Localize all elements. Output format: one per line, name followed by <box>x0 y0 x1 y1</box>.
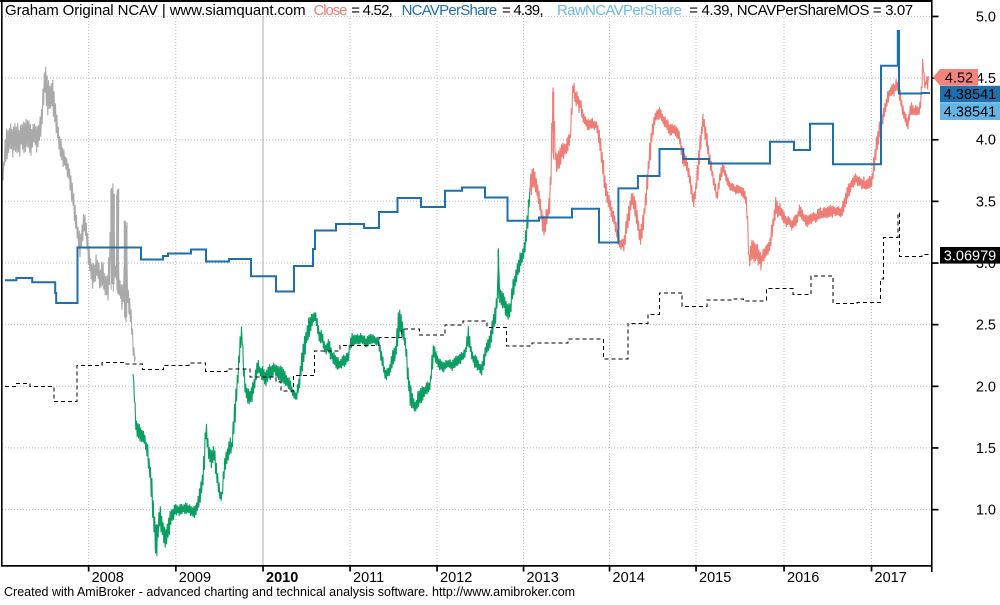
svg-text:= 4.39,: = 4.39, <box>502 2 543 19</box>
svg-text:3.06979: 3.06979 <box>944 248 996 264</box>
svg-text:2008: 2008 <box>92 570 124 586</box>
svg-text:NCAVPerShare: NCAVPerShare <box>402 2 497 19</box>
svg-text:= 4.39, NCAVPerShareMOS = 3.07: = 4.39, NCAVPerShareMOS = 3.07 <box>689 2 912 19</box>
svg-text:Graham Original NCAV | www.sia: Graham Original NCAV | www.siamquant.com <box>5 2 306 19</box>
svg-text:2015: 2015 <box>699 570 731 586</box>
svg-text:4.38541: 4.38541 <box>944 87 996 103</box>
svg-text:2012: 2012 <box>440 570 472 586</box>
svg-text:= 4.52,: = 4.52, <box>351 2 392 19</box>
svg-text:Close: Close <box>314 2 348 19</box>
svg-text:Created with AmiBroker - advan: Created with AmiBroker - advanced charti… <box>4 585 575 599</box>
svg-text:4.5: 4.5 <box>976 71 996 87</box>
svg-text:2.5: 2.5 <box>976 318 996 334</box>
svg-text:2.0: 2.0 <box>976 379 996 395</box>
svg-text:3.5: 3.5 <box>976 194 996 210</box>
svg-text:1.0: 1.0 <box>976 503 996 519</box>
svg-text:2016: 2016 <box>787 570 819 586</box>
svg-text:2009: 2009 <box>179 570 211 586</box>
svg-text:2014: 2014 <box>613 570 645 586</box>
svg-text:RawNCAVPerShare: RawNCAVPerShare <box>557 2 681 19</box>
svg-text:4.0: 4.0 <box>976 133 996 149</box>
svg-text:2013: 2013 <box>527 570 559 586</box>
svg-text:2017: 2017 <box>875 570 907 586</box>
svg-text:5.0: 5.0 <box>976 9 996 25</box>
svg-text:4.52: 4.52 <box>945 71 973 87</box>
svg-text:1.5: 1.5 <box>976 441 996 457</box>
svg-text:4.38541: 4.38541 <box>944 105 996 121</box>
svg-text:2010: 2010 <box>266 570 298 586</box>
svg-text:2011: 2011 <box>353 570 384 586</box>
